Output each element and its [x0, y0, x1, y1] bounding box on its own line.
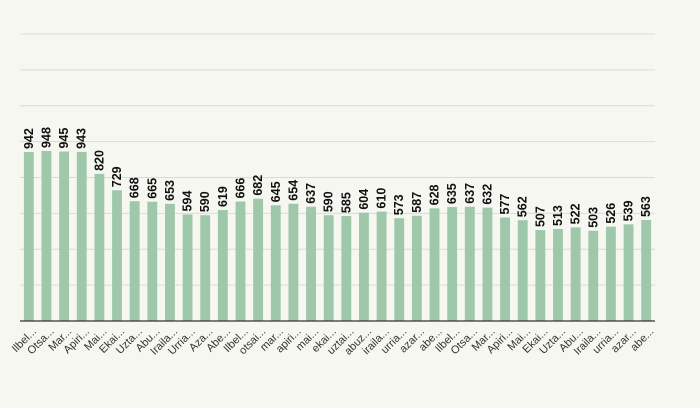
bar: [570, 227, 581, 321]
data-label: 573: [392, 194, 406, 215]
data-label: 654: [286, 180, 300, 201]
data-label: 645: [269, 181, 283, 202]
data-label: 539: [622, 200, 636, 221]
data-label: 637: [304, 183, 318, 204]
bar: [623, 224, 634, 321]
bar: [94, 173, 105, 321]
data-label: 653: [163, 180, 177, 201]
data-label: 503: [586, 207, 600, 228]
bar: [200, 215, 211, 321]
data-label: 945: [57, 128, 71, 149]
data-label: 665: [145, 178, 159, 199]
data-label: 507: [533, 206, 547, 227]
bar: [359, 212, 369, 321]
bar: [341, 216, 352, 321]
bar: [588, 230, 599, 321]
bar: [641, 220, 652, 321]
data-label: 513: [551, 205, 565, 226]
bar: [288, 203, 299, 321]
bar: [129, 201, 140, 321]
data-label: 577: [498, 194, 512, 215]
data-label: 590: [322, 191, 336, 212]
data-label: 610: [375, 188, 389, 209]
data-label: 594: [181, 191, 195, 212]
bar: [482, 207, 493, 321]
data-label: 666: [233, 178, 247, 199]
bar: [535, 230, 546, 321]
bar: [59, 151, 70, 321]
gridlines: [20, 33, 655, 286]
data-label: 590: [198, 191, 212, 212]
data-label: 562: [516, 196, 530, 217]
bar: [376, 211, 387, 321]
bar: [164, 203, 175, 321]
bar: [323, 215, 334, 321]
bar: [76, 151, 87, 321]
data-label: 526: [604, 203, 618, 224]
data-label: 729: [110, 166, 124, 187]
bar: [306, 206, 316, 321]
bar: [253, 198, 264, 321]
bar: [41, 150, 52, 321]
bar: [112, 190, 122, 321]
bar: [517, 220, 528, 321]
bar: [429, 208, 440, 321]
bar: [605, 226, 616, 321]
bar: [500, 217, 511, 321]
data-label: 604: [357, 189, 371, 210]
bar: [411, 215, 422, 321]
data-label: 682: [251, 175, 265, 196]
bar: [464, 206, 475, 321]
data-label: 522: [569, 203, 583, 224]
data-label: 563: [639, 196, 653, 217]
data-label: 942: [22, 128, 36, 149]
bar: [553, 228, 563, 321]
bar: [394, 218, 405, 321]
data-label: 632: [480, 184, 494, 205]
bar: [217, 209, 228, 321]
data-label: 820: [92, 150, 106, 171]
data-label: 585: [339, 192, 353, 213]
data-label: 943: [75, 128, 89, 149]
data-label: 619: [216, 186, 230, 207]
data-label: 668: [128, 177, 142, 198]
bar: [235, 201, 246, 321]
data-label: 635: [445, 183, 459, 204]
bar: [182, 214, 193, 321]
bar: [270, 205, 281, 321]
data-label: 948: [39, 127, 53, 148]
bar: [23, 152, 34, 321]
data-label: 628: [428, 184, 442, 205]
data-label: 637: [463, 183, 477, 204]
x-tick-labels: Ilbel...Otsa...Mar...Apiri...Mai...Ekai.…: [10, 326, 657, 358]
data-label: 587: [410, 192, 424, 213]
bar: [447, 207, 458, 321]
bars: [23, 150, 652, 321]
bar: [147, 201, 158, 321]
